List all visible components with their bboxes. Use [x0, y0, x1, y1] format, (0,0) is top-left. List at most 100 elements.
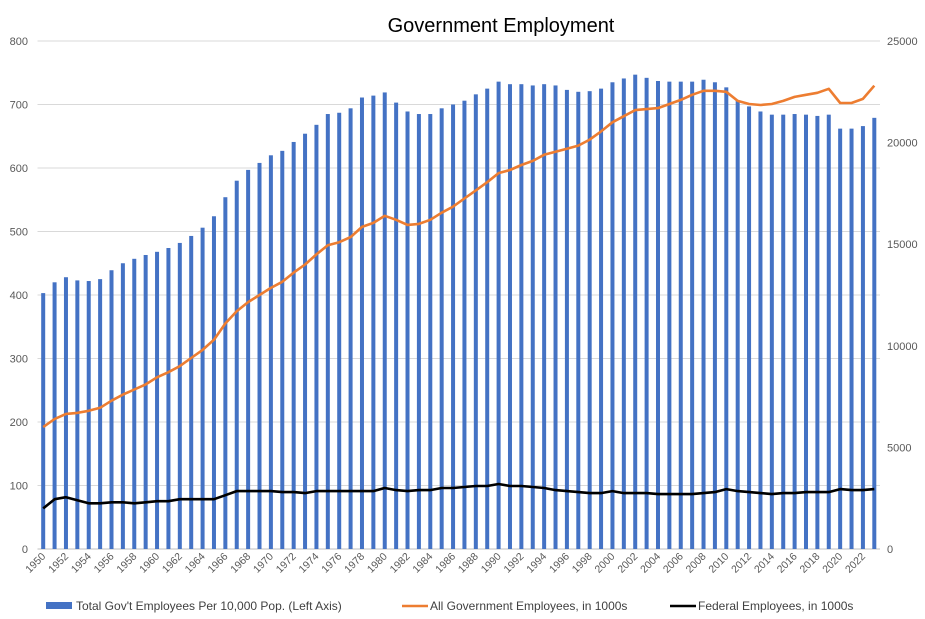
bar-1954	[86, 281, 91, 549]
federal-employees-line	[42, 482, 875, 510]
legend: Total Gov't Employees Per 10,000 Pop. (L…	[46, 599, 853, 613]
bar-1991	[507, 84, 512, 550]
right-axis-tick-label: 0	[887, 544, 893, 556]
x-axis-tick-label: 1994	[524, 551, 549, 576]
x-axis-tick-label: 1976	[319, 551, 344, 576]
bar-2017	[803, 114, 808, 549]
bar-2019	[826, 114, 831, 549]
bar-1995	[553, 85, 558, 549]
bar-1998	[587, 91, 592, 549]
x-axis-tick-label: 2000	[593, 551, 618, 576]
bar-1972	[291, 141, 296, 549]
bar-1963	[189, 235, 194, 549]
bar-1977	[348, 108, 353, 549]
bar-2004	[655, 81, 660, 549]
x-axis-tick-label: 1954	[69, 551, 94, 576]
legend-label: Total Gov't Employees Per 10,000 Pop. (L…	[76, 599, 342, 613]
x-axis-tick-label: 1982	[388, 551, 413, 576]
bar-1980	[382, 92, 387, 549]
bar-1989	[485, 88, 490, 549]
x-axis-ticks: 1950195219541956195819601962196419661968…	[23, 551, 868, 576]
x-axis-tick-label: 1958	[114, 551, 139, 576]
bar-1986	[451, 104, 456, 549]
bar-2003	[644, 77, 649, 549]
legend-label: All Government Employees, in 1000s	[430, 599, 627, 613]
left-axis-tick-label: 400	[10, 290, 28, 302]
x-axis-tick-label: 2012	[729, 551, 754, 576]
x-axis-tick-label: 1984	[410, 551, 435, 576]
left-axis-tick-label: 200	[10, 417, 28, 429]
bar-1979	[371, 95, 376, 550]
bar-1997	[576, 91, 581, 550]
left-axis-tick-label: 700	[10, 100, 28, 112]
bar-2020	[838, 128, 843, 549]
bar-2008	[701, 79, 706, 550]
legend-label: Federal Employees, in 1000s	[698, 599, 853, 613]
bar-2005	[667, 81, 672, 549]
bar-1990	[496, 81, 501, 549]
left-axis-tick-label: 100	[10, 481, 28, 493]
bar-2021	[849, 128, 854, 549]
bar-1962	[177, 242, 182, 549]
bar-1957	[120, 263, 125, 549]
bar-1984	[428, 114, 433, 550]
bar-1968	[246, 169, 251, 549]
bar-1950	[41, 293, 46, 549]
bar-1996	[564, 89, 569, 550]
right-axis-tick-label: 15000	[887, 239, 918, 251]
right-axis-tick-label: 25000	[887, 36, 918, 48]
x-axis-tick-label: 2020	[820, 551, 845, 576]
bar-1983	[416, 114, 421, 550]
x-axis-tick-label: 1974	[297, 551, 322, 576]
bar-1964	[200, 227, 205, 549]
bar-1993	[530, 85, 535, 549]
line-series	[42, 84, 876, 510]
bar-2016	[792, 114, 797, 550]
x-axis-tick-label: 2006	[661, 551, 686, 576]
bar-1974	[314, 124, 319, 549]
bar-2023	[872, 117, 877, 550]
bar-2011	[735, 100, 740, 549]
bar-1992	[519, 84, 524, 550]
bar-1953	[75, 280, 80, 549]
x-axis-tick-label: 1986	[433, 551, 458, 576]
x-axis-tick-label: 1962	[160, 551, 185, 576]
legend-swatch-bar	[46, 602, 72, 609]
x-axis-tick-label: 1960	[137, 551, 162, 576]
bar-1975	[325, 114, 330, 550]
bar-2002	[633, 74, 638, 549]
right-axis-tick-label: 5000	[887, 442, 911, 454]
x-axis-tick-label: 1972	[274, 551, 299, 576]
gridlines	[37, 40, 880, 550]
left-axis-tick-label: 300	[10, 354, 28, 366]
bar-2010	[724, 87, 729, 549]
bar-2009	[712, 82, 717, 550]
chart-title: Government Employment	[388, 15, 615, 37]
bar-1960	[155, 251, 160, 549]
bar-2018	[815, 115, 820, 550]
bar-1967	[234, 180, 239, 549]
x-axis-tick-label: 1988	[456, 551, 481, 576]
x-axis-tick-label: 2010	[706, 551, 731, 576]
x-axis-tick-label: 1970	[251, 551, 276, 576]
bar-2006	[678, 81, 683, 549]
x-axis-tick-label: 1978	[342, 551, 367, 576]
x-axis-tick-label: 2004	[638, 551, 663, 576]
x-axis-tick-label: 1968	[228, 551, 253, 576]
bar-1970	[268, 155, 273, 550]
bar-1959	[143, 254, 148, 549]
bar-1971	[280, 150, 285, 550]
bar-1961	[166, 248, 171, 549]
right-axis-tick-label: 10000	[887, 341, 918, 353]
left-axis-tick-label: 600	[10, 163, 28, 175]
bar-1976	[337, 112, 342, 549]
bar-1955	[98, 279, 103, 549]
x-axis-tick-label: 1990	[479, 551, 504, 576]
x-axis-tick-label: 2002	[615, 551, 640, 576]
bar-1978	[359, 97, 364, 549]
x-axis-tick-label: 1956	[92, 551, 117, 576]
x-axis-tick-label: 2018	[798, 551, 823, 576]
bar-2014	[769, 114, 774, 549]
bar-2012	[747, 106, 752, 549]
bar-2015	[781, 114, 786, 549]
